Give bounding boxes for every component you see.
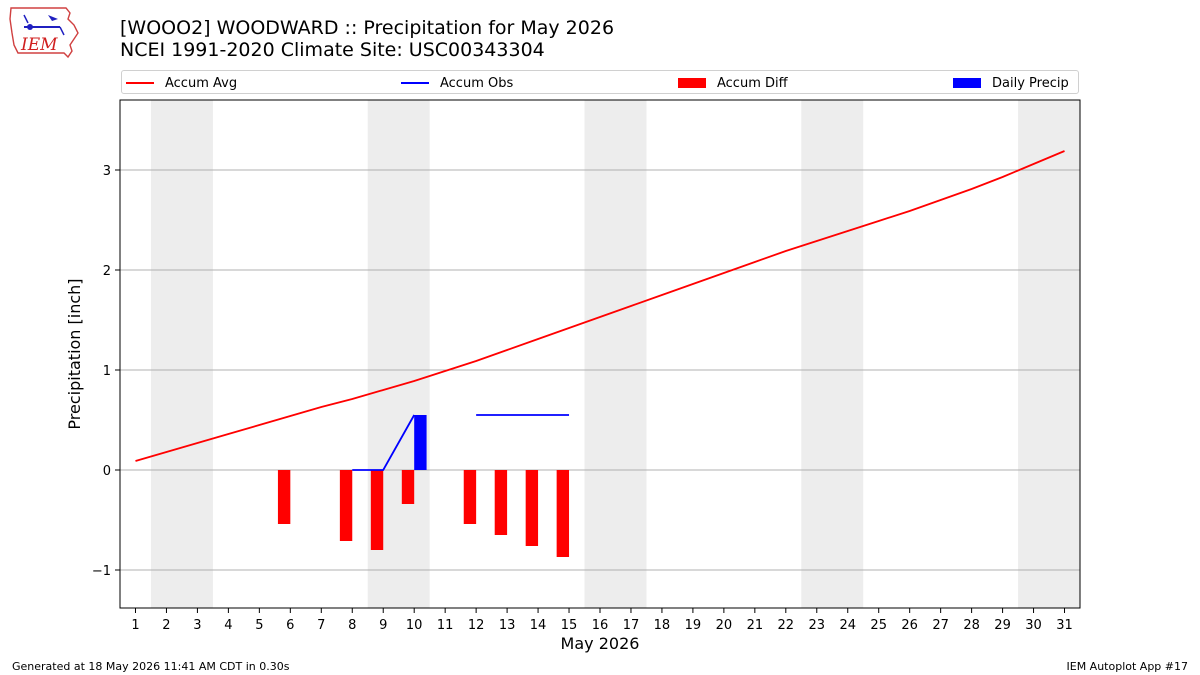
accum-avg-line: [135, 150, 1065, 462]
x-axis-label: May 2026: [561, 634, 640, 653]
legend-swatch-accum-diff: [678, 78, 706, 88]
daily-precip-bar-day-10: [414, 415, 427, 470]
accum-diff-bar-day-8: [339, 470, 353, 541]
legend-item-accum-obs: Accum Obs: [401, 74, 513, 92]
x-tick-label-26: 26: [901, 618, 918, 633]
legend-swatch-accum-obs: [401, 82, 429, 84]
legend-swatch-accum-avg: [126, 82, 154, 84]
x-tick-label-18: 18: [654, 618, 671, 633]
legend-item-accum-diff: Accum Diff: [678, 74, 788, 92]
y-axis-label: Precipitation [inch]: [65, 278, 84, 429]
y-tick-label-0: −1: [92, 564, 111, 579]
x-tick-label-13: 13: [499, 618, 516, 633]
legend-swatch-daily-precip: [953, 78, 981, 88]
y-tick-label-3: 2: [103, 264, 111, 279]
x-tick-label-1: 1: [131, 618, 139, 633]
accum-diff-bar-day-13: [494, 470, 508, 535]
x-tick-label-31: 31: [1056, 618, 1073, 633]
y-tick-label-4: 3: [103, 164, 111, 179]
x-tick-label-14: 14: [530, 618, 547, 633]
legend: Accum Avg Accum Obs Accum Diff Daily Pre…: [121, 70, 1079, 94]
accum-diff-bar-day-6: [277, 470, 291, 524]
x-tick-label-24: 24: [839, 618, 856, 633]
x-tick-label-25: 25: [870, 618, 887, 633]
x-tick-label-9: 9: [379, 618, 387, 633]
x-tick-label-22: 22: [778, 618, 795, 633]
accum-diff-bar-day-10: [401, 470, 415, 504]
x-tick-label-4: 4: [224, 618, 232, 633]
x-tick-label-28: 28: [963, 618, 980, 633]
legend-item-daily-precip: Daily Precip: [953, 74, 1069, 92]
chart-title: [WOOO2] WOODWARD :: Precipitation for Ma…: [120, 17, 615, 39]
chart-subtitle: NCEI 1991-2020 Climate Site: USC00343304: [120, 39, 545, 61]
accum-diff-bar-day-12: [463, 470, 477, 524]
x-tick-label-2: 2: [162, 618, 170, 633]
x-tick-label-29: 29: [994, 618, 1011, 633]
legend-label-accum-avg: Accum Avg: [165, 75, 238, 91]
x-tick-label-11: 11: [437, 618, 454, 633]
iem-logo: IEM: [9, 7, 79, 59]
accum-obs-line-segment-1: [352, 414, 415, 471]
x-tick-label-10: 10: [406, 618, 423, 633]
accum-diff-bar-day-9: [370, 470, 384, 550]
x-tick-label-20: 20: [716, 618, 733, 633]
legend-label-accum-diff: Accum Diff: [717, 75, 788, 91]
footer-app: IEM Autoplot App #17: [1066, 660, 1189, 673]
legend-item-accum-avg: Accum Avg: [126, 74, 237, 92]
x-tick-label-17: 17: [623, 618, 640, 633]
x-tick-label-19: 19: [685, 618, 702, 633]
y-tick-label-2: 1: [103, 364, 111, 379]
iowa-outline-icon: [9, 7, 79, 59]
x-tick-label-15: 15: [561, 618, 578, 633]
footer-generated: Generated at 18 May 2026 11:41 AM CDT in…: [12, 660, 290, 673]
weekend-band-1: [150, 100, 213, 608]
x-tick-label-3: 3: [193, 618, 201, 633]
weekend-band-4: [801, 100, 864, 608]
weekend-band-5: [1018, 100, 1080, 608]
weekend-band-3: [584, 100, 647, 608]
x-tick-label-8: 8: [348, 618, 356, 633]
x-tick-label-23: 23: [809, 618, 826, 633]
x-tick-label-16: 16: [592, 618, 609, 633]
x-tick-label-6: 6: [286, 618, 294, 633]
x-tick-label-30: 30: [1025, 618, 1042, 633]
y-tick-label-1: 0: [103, 464, 111, 479]
legend-label-accum-obs: Accum Obs: [440, 75, 514, 91]
x-tick-label-7: 7: [317, 618, 325, 633]
x-tick-label-27: 27: [932, 618, 949, 633]
x-tick-label-21: 21: [747, 618, 764, 633]
x-tick-label-5: 5: [255, 618, 263, 633]
x-tick-label-12: 12: [468, 618, 485, 633]
legend-label-daily-precip: Daily Precip: [992, 75, 1069, 91]
accum-diff-bar-day-14: [525, 470, 539, 546]
logo-text: IEM: [20, 35, 58, 55]
accum-diff-bar-day-15: [556, 470, 570, 557]
